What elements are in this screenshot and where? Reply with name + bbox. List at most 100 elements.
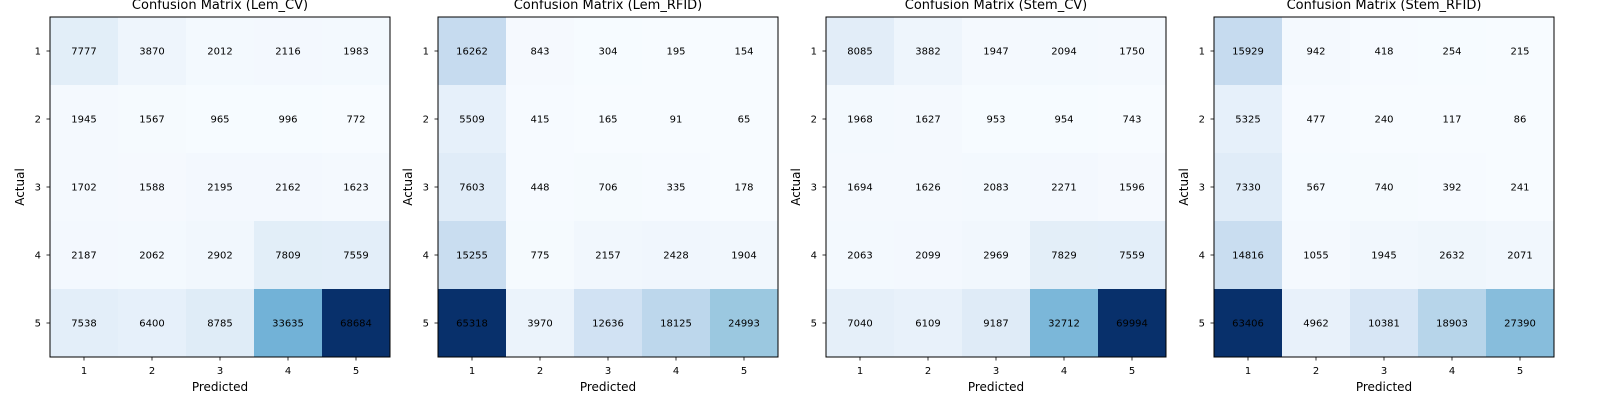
cell-value-label: 2969 (983, 251, 1008, 262)
x-tick-label: 1 (469, 366, 475, 377)
cell-value-label: 2632 (1439, 251, 1464, 262)
heatmap-cell (50, 289, 119, 358)
chart-title: Confusion Matrix (Lem_CV) (132, 0, 308, 13)
heatmap-cell (1486, 17, 1555, 86)
cell-value-label: 3970 (527, 319, 552, 330)
confusion-matrix-panel-4: Confusion Matrix (Stem_RFID) 15929 942 418 2… (1177, 0, 1555, 394)
heatmap-cell (322, 153, 391, 222)
cell-value-label: 2157 (595, 251, 620, 262)
cell-value-label: 65 (738, 115, 751, 126)
cell-value-label: 1694 (847, 183, 872, 194)
x-tick-label: 2 (1313, 366, 1319, 377)
cell-value-label: 7559 (343, 251, 368, 262)
cell-value-label: 24993 (728, 319, 760, 330)
x-tick-label: 3 (605, 366, 611, 377)
heatmap-cell (826, 17, 895, 86)
heatmap-cell (1282, 221, 1351, 290)
heatmap-cell (642, 17, 711, 86)
heatmap-cell (118, 17, 187, 86)
heatmap-cell (50, 17, 119, 86)
heatmap-cell (574, 85, 643, 154)
cell-value-label: 254 (1442, 47, 1461, 58)
heatmap-cell (1214, 85, 1283, 154)
confusion-matrix-panel-2: Confusion Matrix (Lem_RFID)16262 843 304 19… (401, 0, 779, 394)
y-tick-label: 4 (423, 251, 429, 262)
cell-value-label: 7603 (459, 183, 484, 194)
y-tick-label: 5 (423, 319, 429, 330)
cell-value-label: 1702 (71, 183, 96, 194)
cell-value-label: 996 (278, 115, 297, 126)
heatmap-cell (894, 221, 963, 290)
heatmap-cell (1282, 153, 1351, 222)
y-tick-label: 1 (811, 47, 817, 58)
cell-value-label: 27390 (1504, 319, 1536, 330)
x-tick-label: 5 (741, 366, 747, 377)
cell-value-label: 1623 (343, 183, 368, 194)
cell-value-label: 2116 (275, 47, 300, 58)
heatmap-cells (1214, 17, 1555, 358)
heatmap-cell (1030, 17, 1099, 86)
heatmap-cell (642, 289, 711, 358)
cell-value-label: 5325 (1235, 115, 1260, 126)
y-tick-label: 5 (1199, 319, 1205, 330)
confusion-matrix-panel-3: Confusion Matrix (Stem_CV) 8085 3882 1947 20… (789, 0, 1167, 394)
cell-value-label: 965 (210, 115, 229, 126)
heatmap-cell (1418, 17, 1487, 86)
y-tick-label: 2 (35, 115, 41, 126)
heatmap-cell (438, 289, 507, 358)
heatmap-cell (322, 289, 391, 358)
heatmap-cell (118, 289, 187, 358)
y-tick-label: 2 (1199, 115, 1205, 126)
cell-value-label: 68684 (340, 319, 372, 330)
x-tick-label: 1 (81, 366, 87, 377)
heatmap-cell (1214, 153, 1283, 222)
heatmap-cell (826, 289, 895, 358)
cell-value-label: 3882 (915, 47, 940, 58)
cell-value-label: 63406 (1232, 319, 1264, 330)
cell-value-label: 165 (598, 115, 617, 126)
heatmap-cell (1214, 221, 1283, 290)
y-tick-label: 3 (1199, 183, 1205, 194)
heatmap-cells (826, 17, 1167, 358)
cell-value-label: 6400 (139, 319, 164, 330)
y-tick-label: 3 (423, 183, 429, 194)
heatmap-cell (186, 85, 255, 154)
cell-value-label: 10381 (1368, 319, 1400, 330)
cell-value-label: 2195 (207, 183, 232, 194)
heatmap-cells (50, 17, 391, 358)
heatmap-cell (1486, 289, 1555, 358)
cell-value-label: 1945 (1371, 251, 1396, 262)
x-tick-label: 4 (1061, 366, 1067, 377)
heatmap-cell (1098, 221, 1167, 290)
cell-value-label: 1627 (915, 115, 940, 126)
cell-value-label: 1626 (915, 183, 940, 194)
x-tick-label: 5 (353, 366, 359, 377)
y-tick-label: 5 (811, 319, 817, 330)
heatmap-cell (1282, 289, 1351, 358)
cell-value-label: 7829 (1051, 251, 1076, 262)
cell-labels: 15929 942 418 254 215 5325 477 240 117 86 7330 567 7… (1232, 47, 1536, 330)
cell-value-label: 2162 (275, 183, 300, 194)
y-tick-label: 4 (35, 251, 41, 262)
cell-value-label: 2187 (71, 251, 96, 262)
heatmap-cell (1486, 153, 1555, 222)
heatmap-cell (962, 153, 1031, 222)
y-axis-label: Actual (401, 168, 415, 206)
heatmap-cell (118, 85, 187, 154)
chart-title: Confusion Matrix (Lem_RFID) (514, 0, 703, 13)
cell-value-label: 15929 (1232, 47, 1264, 58)
heatmap-cell (1486, 85, 1555, 154)
heatmap-cell (894, 85, 963, 154)
cell-value-label: 5509 (459, 115, 484, 126)
cell-value-label: 33635 (272, 319, 304, 330)
cell-value-label: 335 (666, 183, 685, 194)
y-tick-label: 1 (423, 47, 429, 58)
heatmap-cell (574, 221, 643, 290)
cell-value-label: 154 (734, 47, 753, 58)
cell-value-label: 32712 (1048, 319, 1080, 330)
cell-value-label: 3870 (139, 47, 164, 58)
heatmap-cell (50, 221, 119, 290)
heatmap-cells (438, 17, 779, 358)
heatmap-cell (186, 221, 255, 290)
x-axis-label: Predicted (192, 380, 248, 394)
